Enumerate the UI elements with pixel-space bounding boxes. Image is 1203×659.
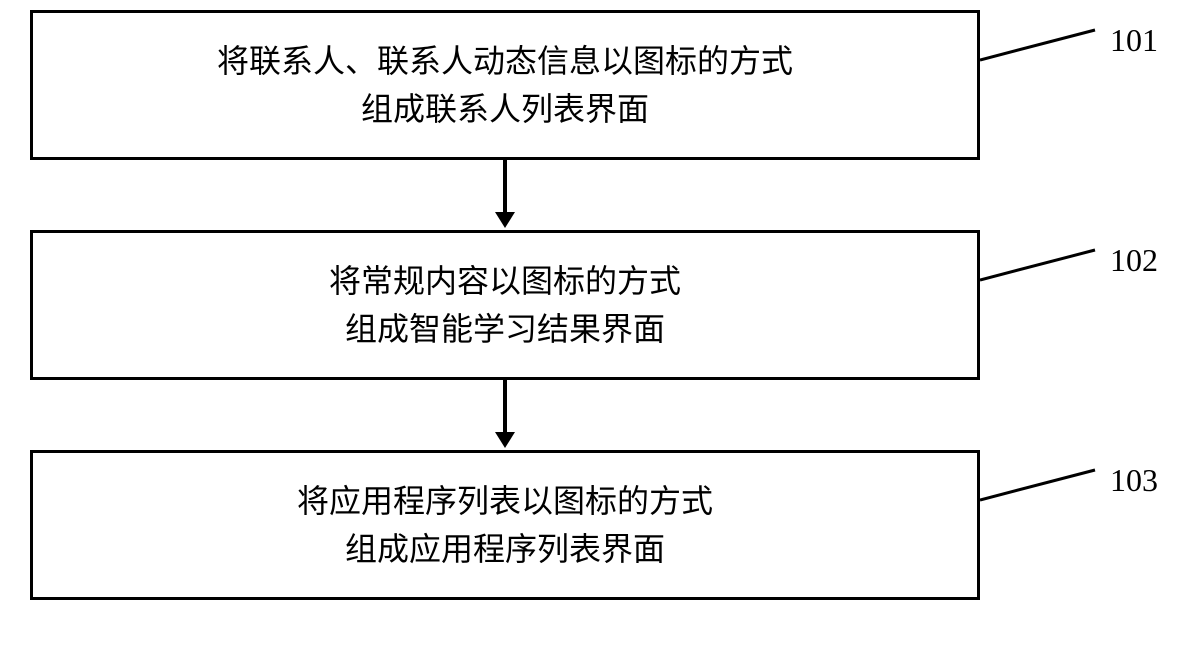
node-line2: 组成联系人列表界面 xyxy=(361,91,649,127)
flowchart-node-text: 将常规内容以图标的方式 组成智能学习结果界面 xyxy=(329,257,681,353)
step-label-101: 101 xyxy=(1110,22,1158,59)
step-label-102: 102 xyxy=(1110,242,1158,279)
flowchart-node-text: 将联系人、联系人动态信息以图标的方式 组成联系人列表界面 xyxy=(217,37,793,133)
node-line2: 组成应用程序列表界面 xyxy=(345,531,665,567)
callout-line xyxy=(980,240,1100,290)
node-line1: 将应用程序列表以图标的方式 xyxy=(297,483,713,519)
node-line2: 组成智能学习结果界面 xyxy=(345,311,665,347)
flowchart-node-step1: 将联系人、联系人动态信息以图标的方式 组成联系人列表界面 xyxy=(30,10,980,160)
step-label-103: 103 xyxy=(1110,462,1158,499)
flowchart-node-text: 将应用程序列表以图标的方式 组成应用程序列表界面 xyxy=(297,477,713,573)
flowchart-node-step2: 将常规内容以图标的方式 组成智能学习结果界面 xyxy=(30,230,980,380)
flowchart-container: 将联系人、联系人动态信息以图标的方式 组成联系人列表界面 101 将常规内容以图… xyxy=(0,0,1203,659)
arrow-head-icon xyxy=(495,212,515,228)
node-line1: 将联系人、联系人动态信息以图标的方式 xyxy=(217,43,793,79)
node-line1: 将常规内容以图标的方式 xyxy=(329,263,681,299)
arrow-head-icon xyxy=(495,432,515,448)
flowchart-arrow xyxy=(503,160,507,212)
callout-line xyxy=(980,20,1100,70)
flowchart-arrow xyxy=(503,380,507,432)
flowchart-node-step3: 将应用程序列表以图标的方式 组成应用程序列表界面 xyxy=(30,450,980,600)
callout-line xyxy=(980,460,1100,510)
